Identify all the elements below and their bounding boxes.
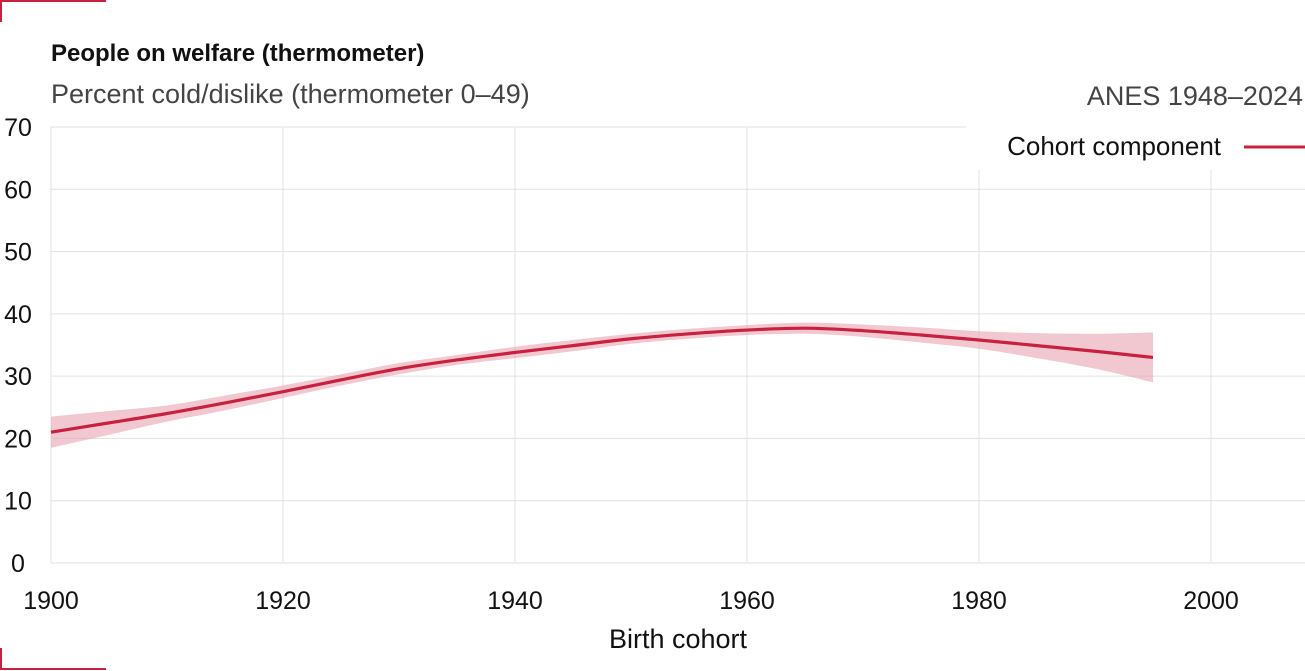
y-tick-label-40: 40 — [4, 301, 32, 329]
legend: Cohort component — [966, 124, 1305, 170]
x-tick-label-2000: 2000 — [1183, 587, 1239, 615]
x-tick-label-1960: 1960 — [719, 587, 775, 615]
x-tick-label-1940: 1940 — [487, 587, 543, 615]
confidence-band-layer — [51, 322, 1153, 448]
confidence-band-cohort-component — [51, 322, 1153, 448]
chart-title: People on welfare (thermometer) — [51, 40, 424, 67]
legend-label-cohort-component: Cohort component — [1007, 131, 1222, 161]
series-line-layer — [50, 326, 1154, 434]
x-axis-title: Birth cohort — [609, 624, 748, 654]
y-tick-label-50: 50 — [4, 239, 32, 267]
y-tick-label-30: 30 — [4, 363, 32, 391]
x-tick-label-1920: 1920 — [255, 587, 311, 615]
tick-label-layer: 0 10 20 30 40 50 60 70 1900 1920 1940 1960 1980 2000 — [4, 114, 1239, 615]
y-tick-label-0: 0 — [11, 550, 25, 578]
y-tick-label-60: 60 — [4, 176, 32, 204]
x-tick-label-1980: 1980 — [951, 587, 1007, 615]
chart-subtitle: Percent cold/dislike (thermometer 0–49) — [51, 79, 530, 109]
y-tick-label-70: 70 — [4, 114, 32, 142]
corner-mark-bottom-horizontal — [0, 668, 106, 670]
corner-mark-top-vertical — [0, 0, 2, 22]
x-tick-label-1900: 1900 — [23, 587, 79, 615]
y-tick-label-10: 10 — [4, 488, 32, 516]
y-tick-label-20: 20 — [4, 425, 32, 453]
source-note: ANES 1948–2024 — [1087, 81, 1303, 111]
corner-mark-top-horizontal — [0, 0, 106, 2]
series-line-cohort-component — [50, 326, 1154, 434]
corner-mark-bottom-vertical — [0, 648, 2, 670]
